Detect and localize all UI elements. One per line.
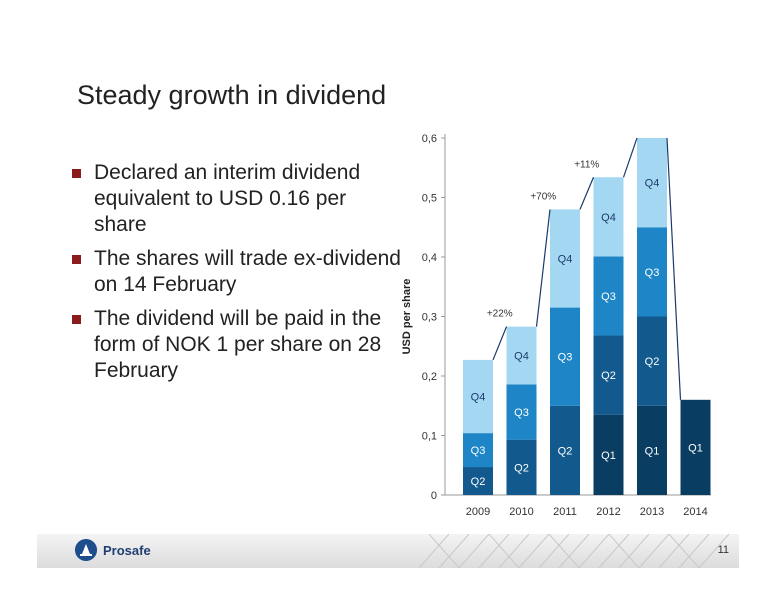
bullet-item: The dividend will be paid in the form of… [72, 306, 402, 384]
y-tick-label: 0,1 [422, 431, 437, 443]
growth-label: +7% [664, 128, 684, 131]
bar-segment-label: Q4 [645, 178, 660, 190]
bar-segment [463, 359, 493, 434]
footer-decoration [418, 534, 730, 568]
bar-segment [593, 414, 624, 495]
bar-segment [550, 307, 580, 406]
square-bullet-icon [72, 315, 81, 324]
growth-label: +70% [530, 191, 556, 202]
y-tick-label: 0,5 [422, 193, 437, 205]
bar-segment-label: Q2 [601, 370, 616, 382]
growth-line [492, 326, 508, 361]
bar-segment [506, 439, 537, 495]
bar-segment [506, 384, 537, 440]
prosafe-logo: Prosafe [75, 539, 151, 561]
growth-line [535, 209, 551, 327]
slide-title: Steady growth in dividend [77, 80, 387, 110]
bar-segment [463, 467, 493, 495]
bar-segment-label: Q3 [601, 291, 616, 303]
bullet-list: Declared an interim dividend equivalent … [72, 160, 402, 392]
bar-segment-label: Q2 [514, 462, 529, 474]
bullet-text: The dividend will be paid in the form of… [94, 307, 382, 382]
bar-segment-label: Q3 [471, 445, 486, 457]
square-bullet-icon [72, 169, 81, 178]
bar-segment-label: Q2 [558, 445, 573, 457]
x-tick-label: 2010 [509, 506, 533, 518]
bar-segment [506, 326, 537, 385]
bullet-item: The shares will trade ex-dividend on 14 … [72, 246, 402, 298]
y-axis-label: USD per share [401, 279, 413, 355]
bar-segment-label: Q2 [471, 476, 486, 488]
bar-segment [637, 227, 667, 317]
square-bullet-icon [72, 255, 81, 264]
bar-segment [550, 209, 580, 308]
growth-line [579, 177, 595, 210]
bar-segment-label: Q3 [558, 352, 573, 364]
bar-segment [593, 177, 624, 257]
bar-segment [637, 316, 667, 406]
bar-segment-label: Q2 [645, 356, 660, 368]
bar-segment [637, 138, 667, 228]
bar-segment-label: Q1 [688, 442, 703, 454]
bar-segment [550, 405, 580, 495]
growth-label: +11% [574, 159, 599, 170]
bar-segment-label: Q1 [645, 445, 660, 457]
bar-segment-label: Q4 [471, 392, 486, 404]
x-tick-label: 2011 [553, 506, 577, 518]
page-number: 11 [717, 544, 729, 556]
growth-label: +13% [617, 128, 643, 131]
y-tick-label: 0,4 [422, 252, 437, 264]
bullet-item: Declared an interim dividend equivalent … [72, 160, 402, 238]
footer-bar: Prosafe 11 [37, 534, 739, 568]
bar-segment-label: Q3 [514, 407, 529, 419]
y-tick-label: 0,2 [422, 371, 437, 383]
bullet-text: Declared an interim dividend equivalent … [94, 161, 361, 236]
x-tick-label: 2012 [596, 506, 620, 518]
bar-segment-label: Q4 [601, 212, 616, 224]
bar-segment-label: Q4 [514, 350, 529, 362]
y-tick-label: 0 [431, 490, 437, 502]
bar-segment [593, 256, 624, 336]
x-tick-label: 2013 [640, 506, 664, 518]
y-tick-label: 0,3 [422, 312, 437, 324]
dividend-chart: 0 0,1 0,2 0,3 0,4 0,5 0,6 USD per share Q2 Q3 Q4 20… [401, 128, 711, 518]
prosafe-logo-icon [75, 539, 97, 561]
logo-text: Prosafe [103, 542, 151, 558]
bar-segment-label: Q3 [645, 267, 660, 279]
bar-segment-label: Q4 [558, 253, 573, 265]
bullet-text: The shares will trade ex-dividend on 14 … [94, 247, 401, 296]
growth-label: +22% [487, 309, 513, 320]
bar-segment [593, 335, 624, 415]
growth-line [666, 137, 682, 400]
y-tick-label: 0,6 [422, 133, 437, 145]
growth-line [622, 137, 638, 178]
bar-segment [680, 399, 711, 495]
bar-segment-label: Q1 [601, 450, 616, 462]
bar-segment [463, 433, 493, 468]
bar-segment [637, 405, 667, 495]
x-tick-label: 2014 [683, 506, 707, 518]
x-tick-label: 2009 [466, 506, 490, 518]
